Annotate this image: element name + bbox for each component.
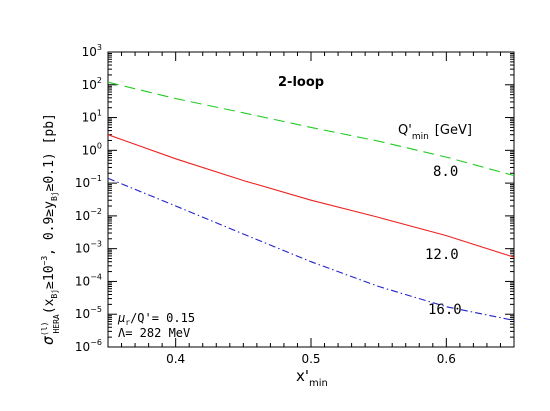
y-axis-label: σ(l) HERA(xBj≥10−3, 0.9≥yBj≥0.1) [pb] — [39, 113, 61, 345]
param-mu: μr/Q'= 0.15 — [117, 311, 195, 327]
series-line-12.0 — [107, 134, 515, 258]
y-tick-label: 100 — [82, 141, 102, 157]
x-axis-label: x'min — [296, 367, 328, 389]
y-tick-label: 103 — [82, 43, 102, 59]
tick-labels: 10−6 10−5 10−4 10−3 10−2 10−1 100 101 102 103 0.4 0… — [75, 43, 456, 366]
x-tick-label: 0.5 — [301, 352, 320, 366]
legend-header: Q'min [GeV] — [398, 123, 472, 142]
series-label-8: 8.0 — [433, 164, 458, 180]
y-tick-label: 10−2 — [75, 207, 102, 223]
x-tick-label: 0.4 — [166, 352, 185, 366]
y-tick-label: 10−3 — [75, 240, 102, 256]
y-tick-label: 10−1 — [75, 174, 102, 190]
series-label-16: 16.0 — [428, 302, 462, 318]
y-tick-label: 101 — [82, 109, 102, 125]
series-line-8.0 — [107, 81, 515, 177]
series-label-12: 12.0 — [425, 247, 459, 263]
series-lines — [107, 81, 515, 321]
y-tick-label: 102 — [82, 76, 102, 92]
y-tick-label: 10−5 — [75, 305, 102, 321]
series-line-16.0 — [107, 177, 515, 321]
param-lambda: Λ= 282 MeV — [118, 326, 190, 340]
y-tick-label: 10−4 — [75, 272, 102, 288]
axis-ticks — [107, 51, 515, 348]
y-tick-label: 10−6 — [75, 338, 102, 354]
x-tick-label: 0.6 — [437, 352, 456, 366]
chart-title: 2-loop — [278, 75, 324, 90]
